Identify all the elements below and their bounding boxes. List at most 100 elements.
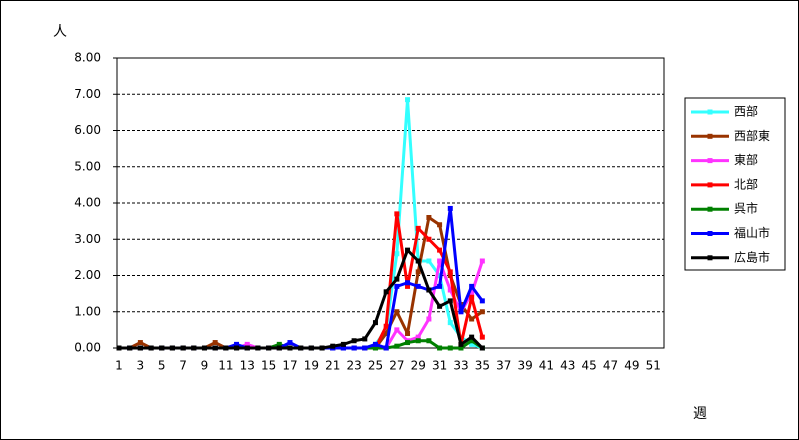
point-marker	[479, 309, 485, 315]
y-tick-label: 4.00	[74, 196, 101, 210]
point-marker	[127, 345, 133, 351]
point-marker	[319, 345, 325, 351]
point-marker	[372, 320, 378, 326]
point-marker	[479, 345, 485, 351]
legend-label: 東部	[734, 152, 758, 167]
point-marker	[330, 343, 336, 349]
point-marker	[405, 97, 411, 103]
point-marker	[137, 345, 143, 351]
point-marker	[244, 341, 250, 347]
point-marker	[394, 251, 400, 257]
x-tick-label: 17	[282, 359, 297, 373]
point-marker	[383, 331, 389, 336]
point-marker	[383, 327, 389, 333]
point-marker	[437, 247, 443, 253]
x-tick-label: 47	[603, 359, 618, 373]
point-marker	[447, 287, 453, 293]
point-marker	[308, 345, 314, 351]
x-tick-label: 19	[304, 359, 319, 373]
x-tick-label: 21	[325, 359, 340, 373]
x-tick-label: 13	[240, 359, 255, 373]
legend-label: 西部	[734, 104, 758, 119]
legend-marker	[707, 133, 713, 139]
point-marker	[458, 309, 464, 315]
point-marker	[458, 341, 464, 347]
point-marker	[447, 205, 453, 211]
point-marker	[479, 298, 485, 304]
x-tick-label: 51	[646, 359, 661, 373]
point-marker	[212, 345, 218, 351]
point-marker	[437, 283, 443, 289]
x-tick-label: 23	[346, 359, 361, 373]
x-tick-label: 1	[115, 359, 123, 373]
x-tick-label: 27	[389, 359, 404, 373]
point-marker	[415, 334, 421, 340]
point-marker	[201, 345, 207, 351]
point-marker	[159, 345, 165, 351]
y-tick-label: 3.00	[74, 232, 101, 246]
point-marker	[469, 294, 475, 300]
point-marker	[223, 345, 229, 351]
legend-marker	[707, 158, 713, 164]
y-tick-label: 7.00	[74, 87, 101, 101]
x-tick-label: 3	[137, 359, 145, 373]
x-tick-label: 25	[368, 359, 383, 373]
x-tick-label: 15	[261, 359, 276, 373]
point-marker	[405, 331, 411, 336]
point-marker	[469, 341, 475, 347]
point-marker	[415, 258, 421, 264]
x-label: 週	[693, 406, 707, 422]
point-marker	[415, 225, 421, 231]
point-marker	[469, 283, 475, 289]
point-marker	[394, 283, 400, 289]
point-marker	[276, 341, 282, 347]
point-marker	[394, 327, 400, 333]
point-marker	[447, 345, 453, 351]
legend-marker	[707, 182, 713, 188]
point-marker	[415, 283, 421, 289]
point-marker	[266, 345, 272, 351]
y-tick-label: 5.00	[74, 159, 101, 173]
point-marker	[469, 291, 475, 297]
point-marker	[426, 316, 432, 322]
point-marker	[458, 345, 464, 351]
point-marker	[372, 345, 378, 351]
x-tick-label: 45	[582, 359, 597, 373]
point-marker	[212, 340, 218, 346]
point-marker	[383, 323, 389, 329]
point-marker	[447, 320, 453, 326]
point-marker	[298, 345, 304, 351]
point-marker	[437, 303, 443, 309]
point-marker	[372, 341, 378, 347]
point-marker	[426, 258, 432, 264]
point-marker	[255, 345, 261, 351]
point-marker	[180, 345, 186, 351]
point-marker	[116, 345, 122, 351]
point-marker	[287, 345, 293, 351]
point-marker	[415, 269, 421, 275]
point-marker	[437, 345, 443, 351]
point-marker	[191, 345, 197, 351]
point-marker	[469, 316, 475, 322]
point-marker	[469, 338, 475, 344]
point-marker	[437, 258, 443, 264]
point-marker	[447, 269, 453, 275]
point-marker	[479, 334, 485, 340]
point-marker	[394, 343, 400, 349]
point-marker	[169, 345, 175, 351]
point-marker	[426, 287, 432, 293]
point-marker	[362, 345, 368, 351]
x-tick-label: 5	[158, 359, 166, 373]
y-tick-label: 6.00	[74, 123, 101, 137]
point-marker	[137, 340, 143, 346]
x-tick-label: 39	[517, 359, 532, 373]
legend-label: 福山市	[734, 225, 770, 240]
point-marker	[383, 345, 389, 351]
point-marker	[362, 336, 368, 342]
point-marker	[383, 289, 389, 295]
point-marker	[276, 345, 282, 351]
legend-marker	[707, 206, 713, 212]
point-marker	[148, 345, 154, 351]
legend-marker	[707, 231, 713, 236]
